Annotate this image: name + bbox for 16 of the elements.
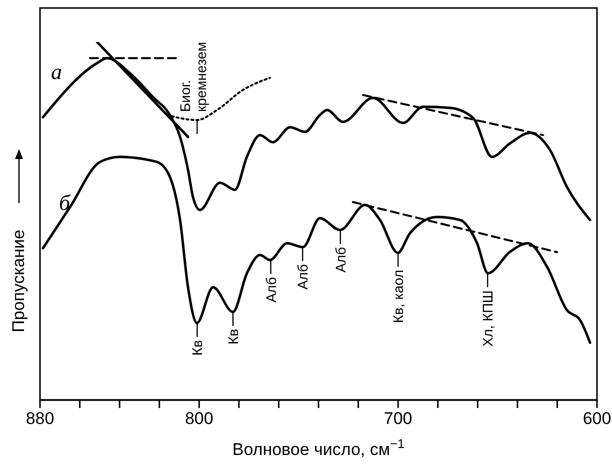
x-tick-label: 700 [384,409,412,428]
annotation: Кв [224,328,241,345]
annotation: Алб [262,277,279,303]
series-label: а [50,59,62,84]
x-tick-label: 880 [26,409,54,428]
x-axis-title: Волновое число, см$^{−1}$ [232,436,405,459]
annotation: Алб [332,246,348,272]
y-axis-title: Пропускание [9,230,28,332]
x-tick-label: 800 [184,409,214,428]
x-tick-label: 600 [582,409,612,428]
annotation: Кв [189,340,206,356]
annotation: Хл, КПШ [480,290,496,347]
series-label: б [58,190,71,216]
annotation: Биог. кремнезем [177,42,210,112]
annotation: Алб [294,264,311,290]
annotation: Кв, каол [390,270,406,324]
